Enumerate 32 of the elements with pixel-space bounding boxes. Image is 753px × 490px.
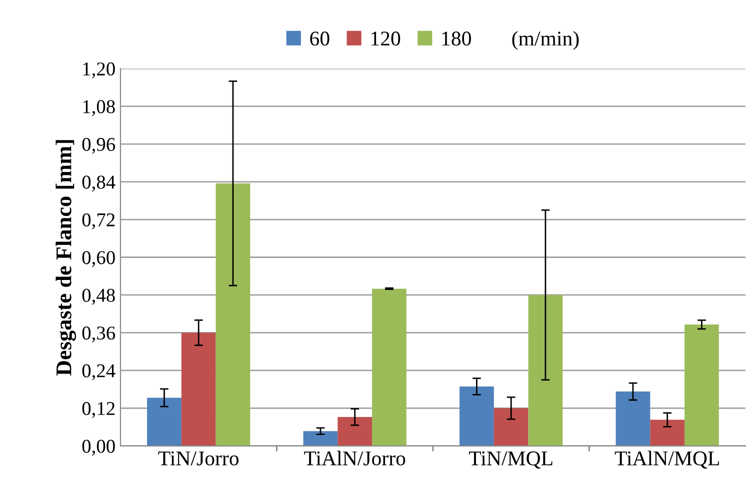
legend-label: 120 [372,32,400,46]
x-tick-label: TiN/MQL [469,451,552,469]
bar [460,386,494,446]
y-tick-label: 0,84 [82,176,116,192]
y-axis-title: Desgaste de Flanco [mm] [56,140,76,376]
bar [528,294,563,446]
y-tick-label: 0,36 [82,326,116,342]
x-tick-label: TiN/Jorro [158,451,239,466]
y-tick-label: 0,24 [82,364,116,380]
x-tick-label: TiAlN/MQL [614,450,719,469]
y-tick-label: 0,48 [82,288,115,305]
legend-label: 180 [442,32,471,46]
bar [216,183,250,446]
bar [181,332,216,446]
y-tick-label: 0,96 [82,138,116,154]
bar [372,288,406,446]
bar [650,420,685,446]
bar [147,398,182,446]
bar [303,431,338,446]
y-tick-label: 1,08 [83,100,115,116]
y-tick-label: 0,12 [82,402,115,418]
bar [494,408,528,446]
y-tick-label: 1,20 [83,62,115,78]
y-tick-label: 0,00 [82,440,115,456]
x-tick-label: TiAlN/Jorro [304,450,406,466]
y-tick-label: 0,60 [82,251,115,267]
bar [338,416,372,446]
legend-title: (m/min) [512,30,579,50]
bar [616,392,650,446]
y-tick-label: 0,72 [82,213,115,230]
legend-label: 60 [310,32,330,46]
bar [684,324,719,446]
